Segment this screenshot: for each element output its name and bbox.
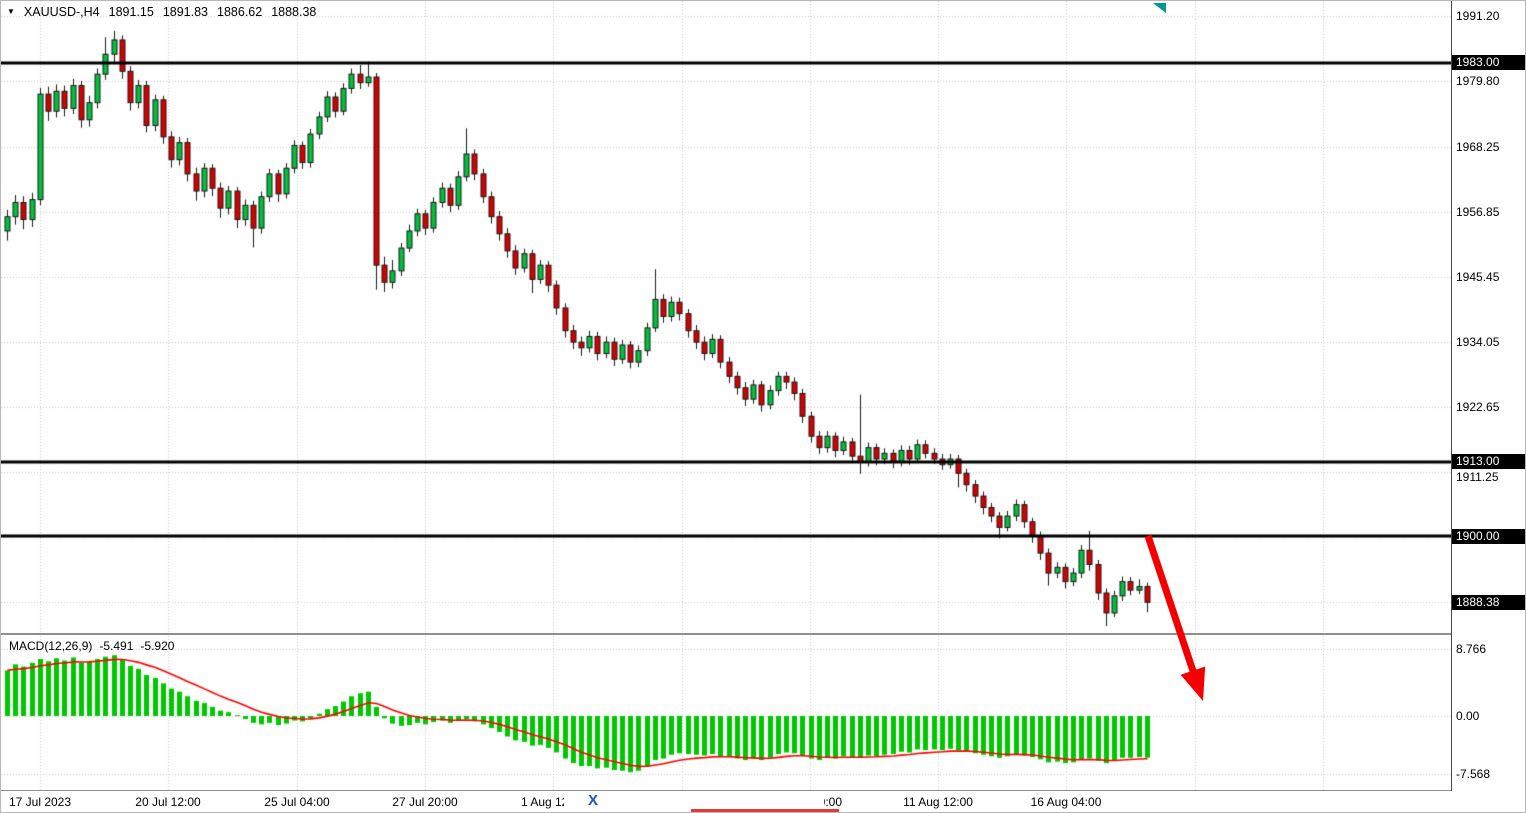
macd-scale-label: -7.568 [1456,766,1491,781]
price-label: 1934.05 [1456,334,1500,349]
macd-indicator-label: MACD(12,26,9) -5.491 -5.920 [9,639,174,653]
ohlc-low: 1886.62 [217,5,263,19]
current-price-badge: 1888.38 [1451,594,1525,610]
price-label: 1968.25 [1456,139,1500,154]
price-label: 1979.80 [1456,74,1500,88]
time-label: 16 Aug 04:00 [1030,795,1102,809]
red-strip [691,809,839,812]
axis-separator [1,790,1525,791]
chart-shift-marker-icon[interactable] [1153,3,1166,13]
pane-separator[interactable] [1,633,1525,635]
macd-value: -5.491 [99,639,134,653]
price-label: 1956.85 [1456,204,1500,219]
price-label: 1922.65 [1456,399,1500,414]
macd-name: MACD(12,26,9) [9,639,93,653]
price-axis[interactable]: 1991.20 1979.80 1968.25 1956.85 1945.45 1934.… [1451,1,1525,812]
time-label: 17 Jul 2023 [8,795,72,809]
macd-signal-value: -5.920 [140,639,175,653]
price-level-badge: 1900.00 [1451,528,1525,544]
time-label: 11 Aug 12:00 [903,795,973,809]
bottom-overlay: X [564,792,824,812]
price-label: 1991.20 [1456,9,1500,23]
macd-scale-label: 0.00 [1456,709,1480,723]
time-label: 20 Jul 12:00 [135,795,201,809]
price-label: 1911.25 [1456,469,1499,484]
ohlc-open: 1891.15 [108,5,154,19]
symbol-timeframe: XAUUSD-,H4 [23,5,100,19]
ohlc-close: 1888.38 [271,5,317,19]
price-chart-canvas[interactable] [1,1,1451,791]
macd-scale-label: 8.766 [1456,642,1487,657]
ohlc-high: 1891.83 [162,5,209,19]
price-label: 1945.45 [1456,269,1500,284]
price-level-badge: 1913.00 [1451,454,1525,470]
price-level-badge: 1983.00 [1451,55,1525,71]
symbol-info: ▼ XAUUSD-,H4 1891.15 1891.83 1886.62 188… [7,5,316,19]
close-icon[interactable]: X [588,792,599,809]
time-label: 25 Jul 04:00 [264,795,330,809]
price-axis-separator [1451,1,1452,791]
time-label: 27 Jul 20:00 [392,795,458,809]
expander-triangle-icon[interactable]: ▼ [7,7,15,16]
